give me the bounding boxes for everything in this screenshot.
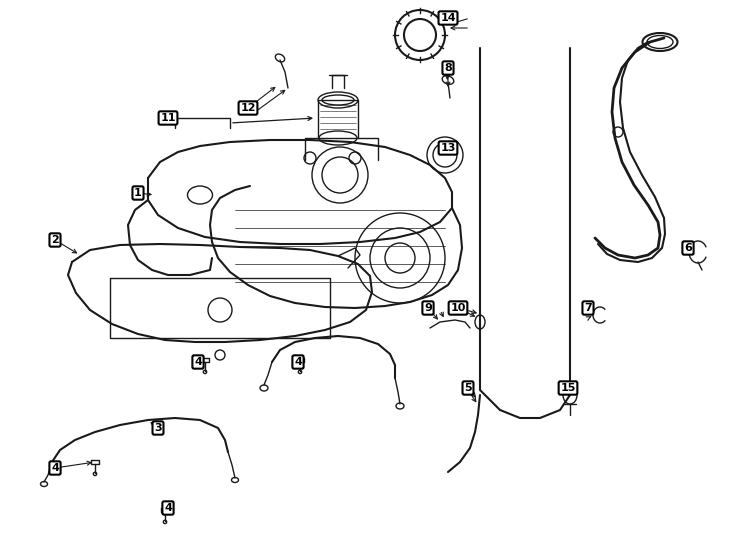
Text: 2: 2 <box>51 235 59 245</box>
Text: 14: 14 <box>440 13 456 23</box>
Text: 4: 4 <box>294 357 302 367</box>
Text: 3: 3 <box>154 423 161 433</box>
Text: 1: 1 <box>134 188 142 198</box>
Text: 7: 7 <box>584 303 592 313</box>
Text: 10: 10 <box>451 303 465 313</box>
Text: 6: 6 <box>684 243 692 253</box>
Text: 8: 8 <box>444 63 452 73</box>
Text: 12: 12 <box>240 103 255 113</box>
Text: 13: 13 <box>440 143 456 153</box>
Text: 4: 4 <box>164 503 172 513</box>
Text: 9: 9 <box>424 303 432 313</box>
Text: 5: 5 <box>464 383 472 393</box>
Text: 15: 15 <box>560 383 575 393</box>
Text: 4: 4 <box>194 357 202 367</box>
Text: 4: 4 <box>51 463 59 473</box>
Text: 11: 11 <box>160 113 175 123</box>
